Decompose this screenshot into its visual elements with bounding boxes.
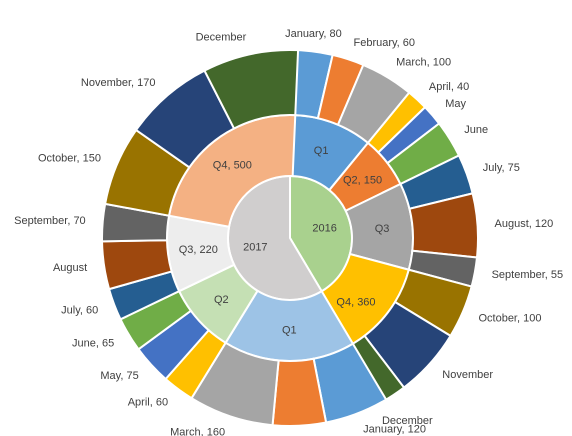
month-label-2016-december: December <box>382 415 433 427</box>
quarter-label-2016-q2: Q2, 150 <box>343 175 382 187</box>
month-label-2016-february: February, 60 <box>353 37 415 49</box>
month-label-2017-march: March, 160 <box>170 426 225 436</box>
quarter-label-2016-q3: Q3 <box>375 223 390 235</box>
quarter-label-2017-q3: Q3, 220 <box>179 244 218 256</box>
month-label-2017-november: November, 170 <box>81 77 156 89</box>
month-label-2017-october: October, 150 <box>38 153 101 165</box>
month-label-2017-january: January, 120 <box>363 423 426 435</box>
month-label-2017-july: July, 60 <box>61 304 98 316</box>
month-label-2017-august: August <box>53 262 87 274</box>
quarter-label-2016-q1: Q1 <box>314 145 329 157</box>
month-label-2016-march: March, 100 <box>396 56 451 68</box>
month-segment-2017-december <box>203 49 300 130</box>
month-label-2016-may: May <box>445 98 466 110</box>
quarter-label-2017-q2: Q2 <box>214 294 229 306</box>
year-label-2017: 2017 <box>243 241 267 253</box>
month-label-2016-september: September, 55 <box>492 269 564 281</box>
month-label-2016-october: October, 100 <box>478 313 541 325</box>
month-label-2017-may: May, 75 <box>100 370 138 382</box>
month-label-2017-june: June, 65 <box>72 337 114 349</box>
month-label-2016-january: January, 80 <box>285 28 342 40</box>
month-label-2016-june: June <box>464 124 488 136</box>
year-label-2016: 2016 <box>312 222 336 234</box>
month-label-2016-july: July, 75 <box>483 162 520 174</box>
month-label-2016-august: August, 120 <box>495 218 554 230</box>
month-label-2017-september: September, 70 <box>14 215 86 227</box>
quarter-label-2016-q4: Q4, 360 <box>336 297 375 309</box>
month-label-2016-november: November <box>442 369 493 381</box>
month-label-2017-april: April, 60 <box>128 397 168 409</box>
month-label-2016-april: April, 40 <box>429 81 469 93</box>
month-label-2017-december: December <box>196 32 247 44</box>
quarter-label-2017-q1: Q1 <box>282 324 297 336</box>
quarter-label-2017-q4: Q4, 500 <box>213 160 252 172</box>
